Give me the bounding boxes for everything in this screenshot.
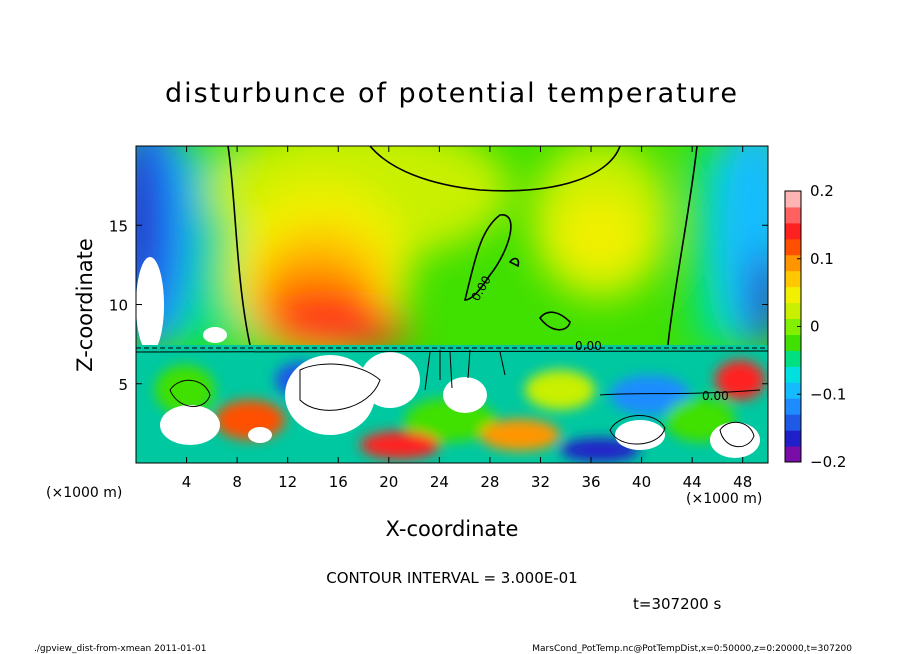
colorbar-swatch xyxy=(785,318,801,335)
colorbar-swatch xyxy=(785,366,801,383)
colorbar-swatch xyxy=(785,382,801,399)
x-tick-label: 8 xyxy=(232,473,242,491)
x-tick-label: 12 xyxy=(278,473,297,491)
footer-left: ./gpview_dist-from-xmean 2011-01-01 xyxy=(34,644,206,654)
contour-label: 0.00 xyxy=(702,389,729,403)
colorbar-swatch xyxy=(785,238,801,256)
x-tick-label: 36 xyxy=(581,473,600,491)
y-tick-label: 5 xyxy=(118,376,128,394)
contour-label: 0.00 xyxy=(575,339,602,353)
y-unit-label: (×1000 m) xyxy=(686,491,762,507)
colorbar: 0.2 0.1 0 −0.1 −0.2 xyxy=(784,182,846,471)
colorbar-swatch xyxy=(785,446,801,463)
colorbar-swatch xyxy=(785,286,801,304)
colorbar-swatch xyxy=(785,350,801,367)
plot-field: 0.00 0.00 0.00 xyxy=(136,146,768,463)
colorbar-swatch xyxy=(785,430,801,447)
y-tick-label: 10 xyxy=(109,297,128,315)
colorbar-swatch xyxy=(785,270,801,288)
colorbar-swatch xyxy=(785,302,801,320)
footer-right: MarsCond_PotTemp.nc@PotTempDist,x=0:5000… xyxy=(532,644,852,654)
colorbar-swatch xyxy=(785,398,801,415)
x-axis-label: X-coordinate xyxy=(386,517,519,541)
colorbar-tick-label: 0.2 xyxy=(810,182,834,200)
colorbar-swatch xyxy=(785,222,801,240)
x-tick-label: 16 xyxy=(329,473,348,491)
contour-interval: CONTOUR INTERVAL = 3.000E-01 xyxy=(326,569,577,587)
x-tick-label: 4 xyxy=(182,473,192,491)
chart-title: disturbunce of potential temperature xyxy=(165,78,739,109)
colorbar-tick-label: −0.2 xyxy=(810,453,846,471)
x-tick-label: 40 xyxy=(632,473,651,491)
colorbar-tick-label: 0 xyxy=(810,318,820,336)
x-tick-label: 28 xyxy=(480,473,499,491)
time-label: t=307200 s xyxy=(633,595,721,613)
y-tick-label: 15 xyxy=(109,217,128,235)
colorbar-tick-label: −0.1 xyxy=(810,385,846,403)
colorbar-swatch xyxy=(785,414,801,431)
x-tick-label: 48 xyxy=(733,473,752,491)
y-axis-label: Z-coordinate xyxy=(73,238,97,372)
colorbar-swatch xyxy=(785,191,801,208)
colorbar-swatch xyxy=(785,334,801,351)
colorbar-tick-label: 0.1 xyxy=(810,250,834,268)
x-tick-label: 44 xyxy=(683,473,702,491)
x-tick-label: 20 xyxy=(379,473,398,491)
x-tick-label: 32 xyxy=(531,473,550,491)
x-tick-label: 24 xyxy=(430,473,449,491)
colorbar-swatch xyxy=(785,254,801,272)
x-unit-label: (×1000 m) xyxy=(46,485,122,501)
colorbar-swatch xyxy=(785,206,801,224)
